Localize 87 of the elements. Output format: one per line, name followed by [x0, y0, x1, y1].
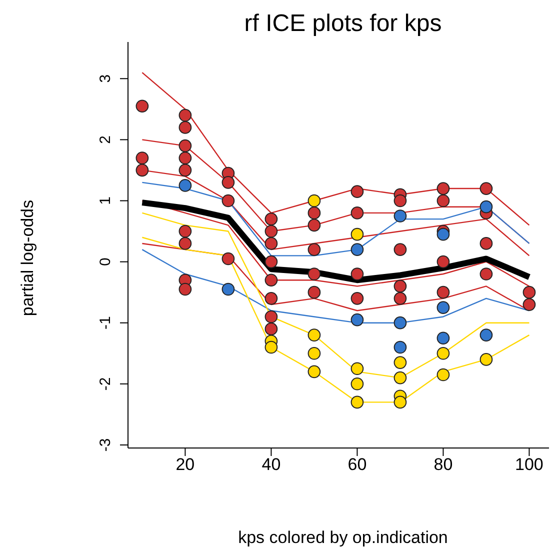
- point: [480, 328, 493, 342]
- point: [178, 164, 192, 177]
- y-tick-label: 0: [97, 258, 114, 266]
- point: [394, 210, 407, 222]
- chart-title: rf ICE plots for kps: [243, 10, 443, 38]
- point: [394, 316, 407, 330]
- point: [178, 121, 192, 134]
- y-tick-label: 2: [97, 136, 114, 144]
- point: [264, 255, 278, 268]
- point: [222, 282, 235, 296]
- point: [480, 182, 493, 195]
- x-tick-label: 20: [176, 455, 195, 474]
- point: [436, 346, 450, 360]
- point: [350, 377, 364, 390]
- y-tick-label: -3: [97, 438, 114, 452]
- point: [264, 224, 278, 238]
- point: [436, 286, 450, 299]
- point: [222, 194, 235, 208]
- point: [308, 346, 321, 360]
- point: [350, 268, 364, 280]
- point: [480, 200, 493, 214]
- point: [136, 152, 149, 164]
- point: [480, 237, 493, 250]
- point: [480, 268, 493, 280]
- point: [264, 292, 278, 305]
- point: [136, 164, 149, 177]
- point: [350, 396, 364, 409]
- point: [350, 206, 364, 220]
- point: [350, 292, 364, 305]
- point: [264, 212, 278, 226]
- point: [436, 332, 450, 345]
- point: [264, 322, 278, 336]
- point: [178, 237, 192, 250]
- x-tick-label: 100: [515, 455, 544, 474]
- point: [264, 340, 278, 354]
- y-tick-label: -2: [97, 377, 114, 391]
- point: [436, 194, 450, 208]
- y-tick-label: -1: [97, 316, 114, 330]
- point: [178, 282, 192, 296]
- point: [394, 292, 407, 305]
- point: [394, 194, 407, 208]
- point: [178, 139, 192, 152]
- point: [394, 243, 407, 256]
- point: [350, 362, 364, 376]
- point: [178, 152, 192, 164]
- point: [436, 182, 450, 195]
- point: [522, 286, 536, 299]
- point: [308, 365, 321, 378]
- point: [308, 218, 321, 232]
- point: [522, 298, 536, 311]
- point: [436, 228, 450, 241]
- point: [222, 252, 235, 266]
- point: [178, 224, 192, 238]
- y-tick-label: 1: [97, 196, 114, 205]
- y-axis-title: partial log-odds: [18, 200, 38, 316]
- point: [308, 243, 321, 256]
- point: [308, 206, 321, 220]
- point: [308, 268, 321, 280]
- point: [394, 280, 407, 293]
- point: [350, 243, 364, 256]
- point: [394, 356, 407, 369]
- point: [178, 108, 192, 122]
- y-tick-label: 3: [97, 74, 114, 83]
- point: [480, 353, 493, 366]
- x-tick-label: 40: [262, 455, 281, 474]
- point: [264, 310, 278, 324]
- point: [308, 328, 321, 342]
- point: [394, 396, 407, 409]
- point: [222, 176, 235, 189]
- line-series: [142, 72, 530, 226]
- x-tick-label: 80: [434, 455, 453, 474]
- point: [350, 228, 364, 241]
- point: [350, 185, 364, 198]
- point: [308, 194, 321, 208]
- point: [178, 179, 192, 192]
- point: [350, 313, 364, 326]
- point: [264, 274, 278, 287]
- x-tick-label: 60: [348, 455, 367, 474]
- x-axis-title: kps colored by op.indication: [237, 528, 449, 548]
- point: [394, 371, 407, 384]
- point: [264, 237, 278, 250]
- point: [136, 100, 149, 113]
- point: [394, 340, 407, 354]
- point: [436, 255, 450, 268]
- point: [308, 286, 321, 299]
- point: [436, 368, 450, 382]
- point: [436, 301, 450, 314]
